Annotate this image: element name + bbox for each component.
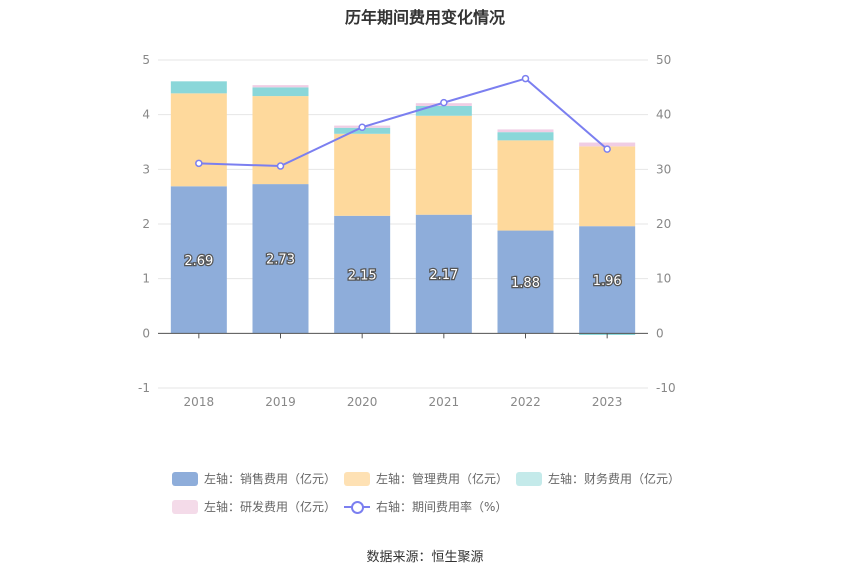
data-labels: 2.69 2.73 2.15 2.17 1.88 1.96 — [183, 251, 623, 292]
bar-finance[interactable] — [415, 105, 472, 116]
data-label-sales: 2.73 — [266, 253, 295, 268]
x-axis-tick-label: 2019 — [265, 395, 296, 409]
legend-swatch-admin — [344, 471, 370, 486]
bar-sales[interactable] — [497, 230, 554, 334]
bar-sales[interactable] — [252, 184, 309, 334]
legend-label-admin: 左轴：管理费用（亿元） — [376, 472, 509, 486]
left-axis-tick-label: 0 — [142, 326, 150, 340]
data-label-sales: 2.69 — [184, 254, 213, 269]
bar-sales[interactable] — [334, 215, 391, 334]
left-axis-tick-label: 5 — [142, 53, 150, 67]
chart-title: 历年期间费用变化情况 — [344, 8, 505, 27]
legend-item-rnd[interactable]: 左轴：研发费用（亿元） — [172, 498, 336, 515]
bar-admin[interactable] — [252, 96, 309, 185]
left-axis-tick-label: 2 — [142, 217, 150, 231]
legend-swatch-rnd — [172, 499, 198, 514]
bar-admin[interactable] — [334, 133, 391, 216]
right-axis-tick-label: 0 — [656, 326, 664, 340]
right-axis-tick-label: 50 — [656, 53, 671, 67]
rate-point[interactable] — [603, 145, 611, 153]
bar-finance[interactable] — [170, 81, 227, 94]
data-label-sales: 1.88 — [511, 276, 540, 291]
right-axis-tick-label: 10 — [656, 272, 671, 286]
bar-rnd[interactable] — [497, 129, 554, 133]
left-axis-tick-label: 1 — [142, 272, 150, 286]
bar-sales[interactable] — [170, 186, 227, 334]
left-axis-tick-label: 4 — [142, 108, 150, 122]
data-label-sales: 2.15 — [348, 269, 377, 284]
data-label-sales: 1.96 — [593, 274, 622, 289]
bar-finance[interactable] — [497, 132, 554, 141]
legend-label-rnd: 左轴：研发费用（亿元） — [204, 500, 337, 514]
legend-swatch-rate — [344, 500, 370, 514]
rate-point[interactable] — [276, 162, 285, 170]
source-note: 数据来源：恒生聚源 — [366, 550, 484, 565]
legend-swatch-finance — [516, 471, 542, 486]
rate-point[interactable] — [521, 74, 530, 83]
x-axis-tick-label: 2018 — [184, 395, 215, 409]
legend-label-sales: 左轴：销售费用（亿元） — [204, 472, 337, 486]
data-label-sales: 2.17 — [429, 268, 458, 283]
legend-label-finance: 左轴：财务费用（亿元） — [548, 472, 681, 486]
legend-item-sales[interactable]: 左轴：销售费用（亿元） — [172, 470, 336, 487]
legend-item-finance[interactable]: 左轴：财务费用（亿元） — [516, 470, 680, 487]
legend-label-rate: 右轴：期间费用率（%） — [376, 500, 508, 514]
rate-line — [198, 77, 608, 168]
bar-admin[interactable] — [170, 93, 227, 187]
x-axis-tick-label: 2020 — [347, 395, 378, 409]
rate-point[interactable] — [440, 98, 448, 107]
bar-sales[interactable] — [579, 226, 636, 334]
rate-line-series — [195, 74, 611, 170]
grid-lines — [158, 59, 648, 389]
right-axis-tick-label: 20 — [656, 217, 671, 231]
bar-admin[interactable] — [579, 146, 636, 227]
right-axis-tick-label: -10 — [656, 381, 676, 395]
legend-item-rate[interactable]: 右轴：期间费用率（%） — [344, 498, 507, 515]
axes: -1 -10 0 0 1 10 2 20 3 30 4 40 5 50 2018 2019 2020 2021 20… — [138, 53, 676, 409]
bar-sales[interactable] — [415, 214, 472, 334]
bar-admin[interactable] — [415, 115, 472, 215]
bar-series — [170, 81, 636, 335]
left-axis-tick-label: -1 — [138, 381, 150, 395]
legend-swatch-sales — [172, 471, 198, 486]
x-axis-tick-label: 2021 — [429, 395, 460, 409]
bar-rnd[interactable] — [252, 85, 309, 88]
bar-finance[interactable] — [252, 87, 309, 97]
bar-rnd[interactable] — [579, 142, 636, 147]
bar-admin[interactable] — [497, 140, 554, 231]
x-axis-tick-label: 2023 — [592, 395, 623, 409]
right-axis-tick-label: 30 — [656, 162, 671, 176]
rate-point[interactable] — [358, 123, 366, 131]
legend-item-admin[interactable]: 左轴：管理费用（亿元） — [344, 470, 508, 487]
x-axis-tick-label: 2022 — [510, 395, 541, 409]
rate-point[interactable] — [195, 159, 203, 168]
left-axis-tick-label: 3 — [142, 162, 150, 176]
right-axis-tick-label: 40 — [656, 108, 671, 122]
